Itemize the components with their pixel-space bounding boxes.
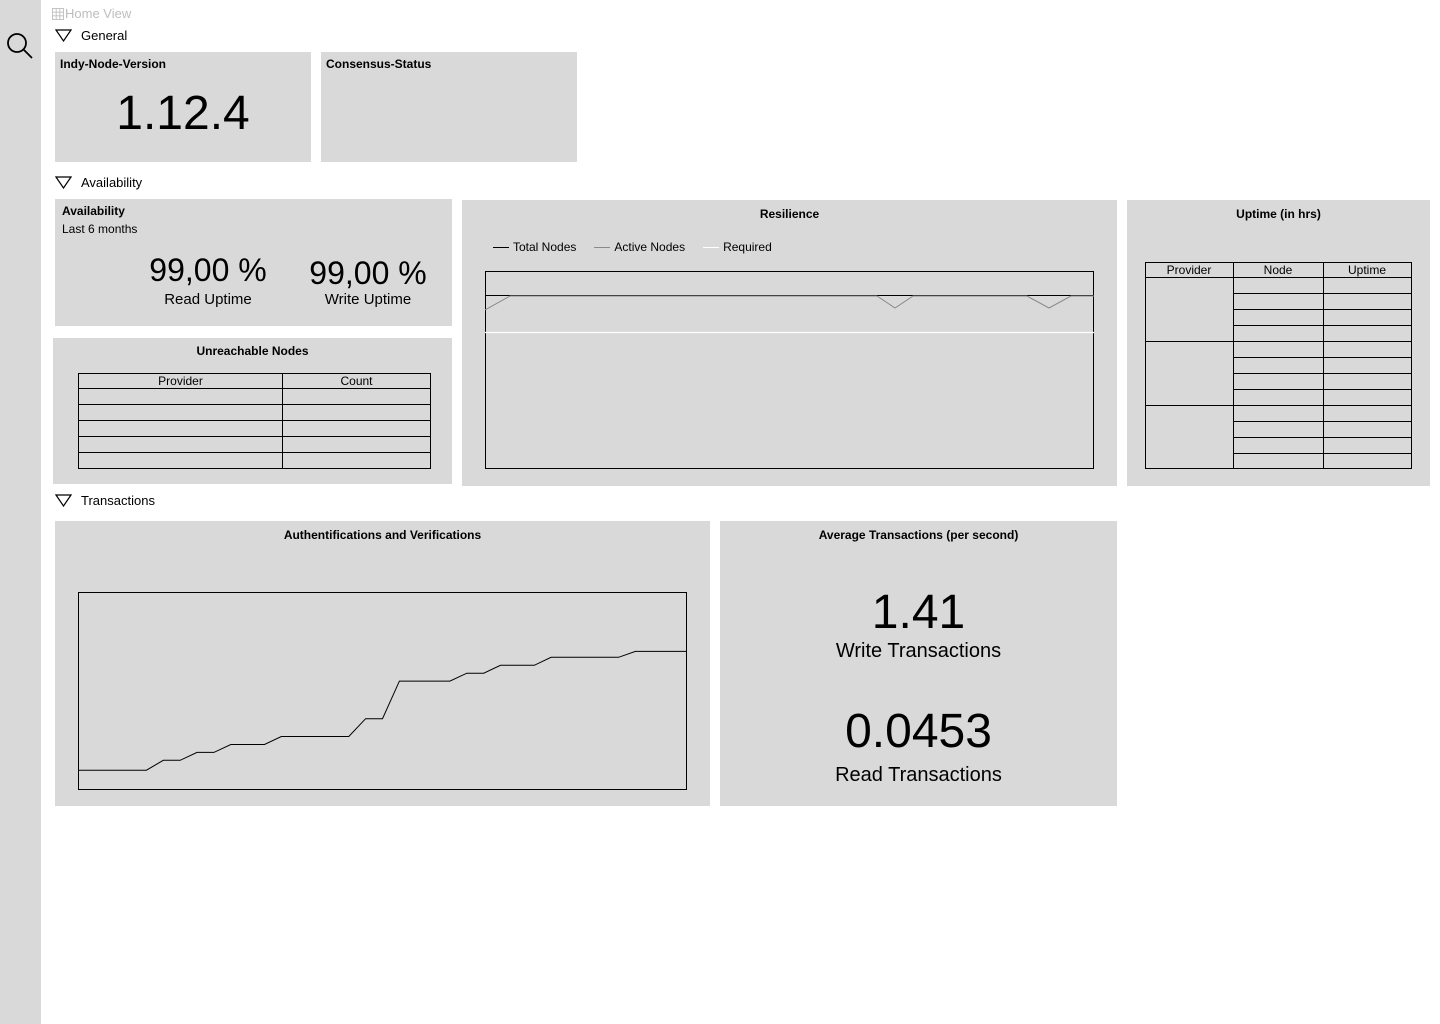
read-transactions-value: 0.0453 [845, 705, 992, 758]
table-row [78, 404, 431, 421]
section-title-availability: Availability [81, 175, 143, 190]
collapse-triangle-icon [55, 176, 72, 189]
legend-label: Required [723, 240, 772, 254]
auth-verifications-panel: Authentifications and Verifications [55, 521, 710, 806]
node-version-panel: Indy-Node-Version 1.12.4 [55, 52, 311, 162]
legend-swatch [594, 246, 611, 248]
legend-item-active-nodes[interactable]: Active Nodes [594, 240, 685, 254]
unreachable-nodes-table: Provider Count [78, 373, 431, 469]
section-title-general: General [81, 28, 128, 43]
node-version-title: Indy-Node-Version [60, 57, 167, 71]
table-row [78, 452, 431, 469]
consensus-status-panel: Consensus-Status [321, 52, 577, 162]
column-header-node: Node [1264, 263, 1293, 277]
legend-label: Active Nodes [614, 240, 686, 254]
resilience-legend: Total Nodes Active Nodes Required [493, 240, 772, 254]
search-button[interactable] [6, 32, 34, 60]
legend-swatch [493, 246, 509, 248]
legend-swatch [703, 246, 720, 248]
section-toggle-general[interactable]: General [55, 28, 127, 43]
write-uptime-value: 99,00 % [309, 255, 427, 291]
series-line [79, 650, 686, 771]
column-header-provider: Provider [1167, 263, 1212, 277]
series-line-active-nodes [485, 295, 1094, 311]
write-transactions-value: 1.41 [871, 586, 966, 639]
uptime-panel: Uptime (in hrs) [1127, 200, 1430, 486]
node-version-value: 1.12.4 [116, 87, 250, 140]
breadcrumb[interactable]: Home View [52, 6, 131, 21]
collapse-triangle-icon [55, 494, 72, 507]
read-uptime-label: Read Uptime [164, 291, 252, 308]
table-row [78, 388, 431, 405]
breadcrumb-label: Home View [65, 6, 132, 21]
read-transactions-label: Read Transactions [835, 764, 1002, 786]
auth-verifications-title: Authentifications and Verifications [283, 528, 482, 542]
resilience-panel: Resilience [462, 200, 1117, 486]
uptime-title: Uptime (in hrs) [1236, 207, 1321, 221]
chart-frame [485, 271, 1094, 469]
table-row [78, 436, 431, 453]
grid-icon [52, 7, 64, 20]
section-toggle-availability[interactable]: Availability [55, 175, 142, 190]
resilience-chart [485, 271, 1094, 469]
column-header-count: Count [282, 373, 431, 389]
read-uptime-value: 99,00 % [149, 252, 267, 288]
availability-panel: Availability Last 6 months 99,00 % Read … [55, 199, 452, 326]
collapse-triangle-icon [55, 29, 72, 42]
write-uptime-label: Write Uptime [324, 291, 412, 308]
section-title-transactions: Transactions [81, 493, 155, 508]
legend-item-total-nodes[interactable]: Total Nodes [493, 240, 576, 254]
unreachable-nodes-panel: Unreachable Nodes Provider Count [53, 338, 452, 484]
column-header-uptime: Uptime [1348, 263, 1386, 277]
legend-item-required[interactable]: Required [703, 240, 772, 254]
availability-subtitle: Last 6 months [62, 222, 138, 236]
section-toggle-transactions[interactable]: Transactions [55, 493, 155, 508]
table-row [78, 420, 431, 437]
sidebar [0, 0, 41, 1024]
unreachable-nodes-title: Unreachable Nodes [196, 344, 309, 358]
legend-label: Total Nodes [513, 240, 577, 254]
avg-transactions-title: Average Transactions (per second) [818, 528, 1019, 542]
search-icon [7, 33, 33, 59]
availability-title: Availability [62, 204, 125, 218]
chart-frame [78, 592, 687, 790]
consensus-status-title: Consensus-Status [326, 57, 432, 71]
auth-verifications-chart [78, 592, 687, 790]
column-header-provider: Provider [78, 373, 283, 389]
write-transactions-label: Write Transactions [835, 640, 1002, 662]
resilience-title: Resilience [759, 207, 820, 221]
avg-transactions-panel: Average Transactions (per second) 1.41 W… [720, 521, 1117, 806]
uptime-table: Provider Node Uptime [1145, 262, 1412, 469]
